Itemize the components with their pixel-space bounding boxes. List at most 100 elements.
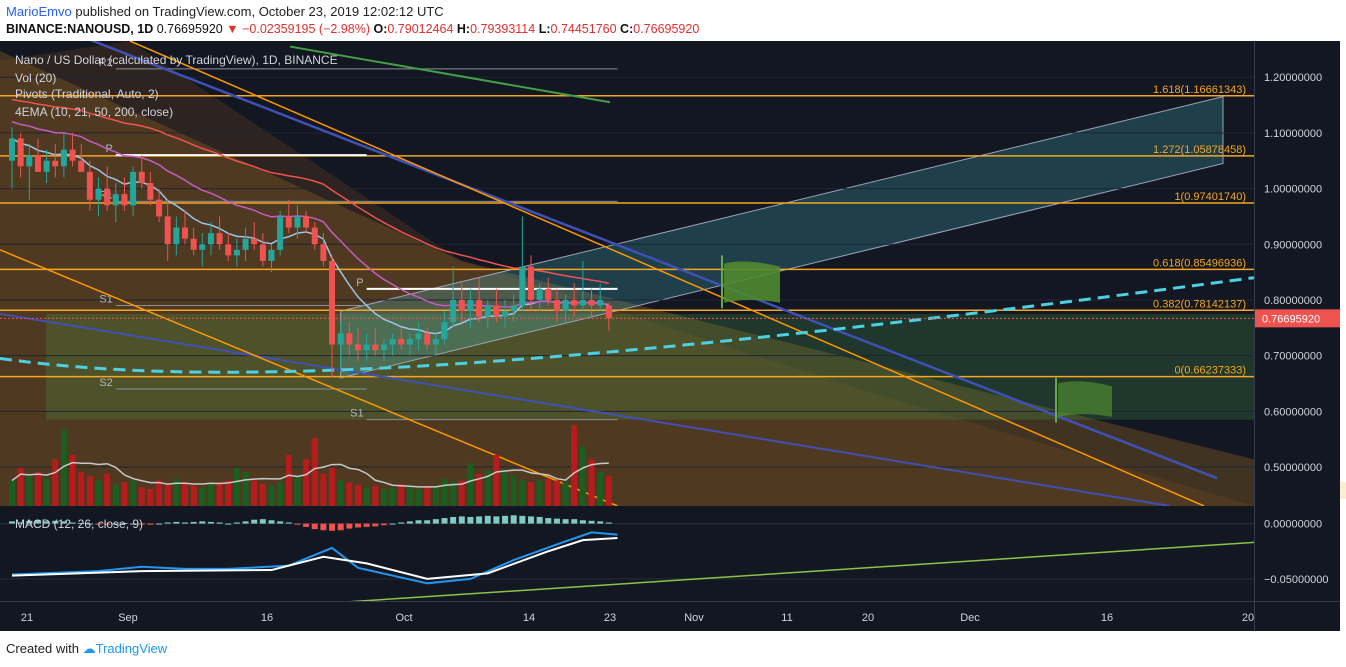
- price-change: ▼ −0.02359195 (−2.98%): [226, 22, 370, 36]
- candle: [355, 344, 361, 351]
- time-tick-label: 16: [261, 612, 273, 624]
- high-value: 0.79393114: [470, 22, 536, 36]
- macd-histogram-bar: [294, 523, 301, 525]
- publish-header: MarioEmvo published on TradingView.com, …: [6, 4, 444, 19]
- macd-histogram-bar: [173, 521, 180, 524]
- macd-histogram-bar: [579, 520, 586, 524]
- legend-macd[interactable]: MACD (12, 26, close, 9): [15, 517, 143, 531]
- macd-histogram-bar: [493, 516, 500, 524]
- volume-bar: [553, 480, 560, 506]
- macd-histogram-bar: [553, 518, 560, 524]
- candle: [605, 305, 612, 319]
- bull-flag-icon: [1058, 381, 1112, 417]
- macd-tick-label: −0.05000000: [1264, 574, 1329, 586]
- publish-info: published on TradingView.com, October 23…: [75, 4, 444, 19]
- volume-bar: [363, 487, 370, 506]
- volume-bar: [588, 459, 595, 506]
- macd-histogram-bar: [528, 516, 534, 524]
- candle: [52, 160, 59, 167]
- volume-bar: [398, 483, 405, 506]
- volume-bar: [130, 480, 137, 506]
- pivot-label: R2: [99, 57, 113, 69]
- volume-bar: [320, 473, 327, 506]
- channel-line-lower: [0, 249, 618, 506]
- time-tick-label: 23: [604, 612, 616, 624]
- candle: [233, 249, 240, 256]
- macd-histogram-bar: [104, 523, 111, 525]
- volume-bar: [355, 484, 361, 506]
- open-value: 0.79012464: [387, 22, 454, 36]
- legend-volume[interactable]: Vol (20): [15, 71, 56, 85]
- macd-histogram-bar: [9, 521, 15, 524]
- candle: [579, 299, 586, 306]
- macd-histogram-bar: [389, 523, 396, 525]
- close-value: 0.76695920: [633, 22, 700, 36]
- macd-histogram-bar: [571, 519, 578, 524]
- macd-histogram-bar: [562, 519, 569, 524]
- candle: [277, 216, 284, 250]
- candle: [199, 244, 206, 250]
- time-tick-label: Oct: [395, 612, 412, 624]
- fib-level-label: 0(0.66237333): [1174, 365, 1246, 377]
- volume-bar: [519, 480, 526, 506]
- tradingview-brand[interactable]: TradingView: [95, 641, 168, 656]
- volume-bar: [579, 446, 586, 506]
- macd-histogram-bar: [60, 521, 67, 524]
- low-label: L:: [538, 22, 551, 36]
- volume-bar: [311, 438, 318, 506]
- author-link[interactable]: MarioEmvo: [6, 4, 72, 19]
- volume-bar: [597, 472, 604, 506]
- symbol-label: BINANCE:NANOUSD, 1D: [6, 22, 154, 36]
- legend-ema[interactable]: 4EMA (10, 21, 50, 200, close): [15, 105, 173, 119]
- volume-bar: [294, 476, 301, 506]
- macd-histogram-bar: [164, 522, 171, 524]
- candle: [130, 171, 137, 206]
- candle: [69, 149, 76, 161]
- macd-histogram-bar: [242, 521, 249, 524]
- macd-histogram-bar: [432, 519, 439, 524]
- macd-histogram-bar: [78, 523, 85, 525]
- candle: [285, 216, 292, 228]
- volume-bar: [303, 459, 310, 506]
- macd-histogram-bar: [597, 521, 604, 524]
- volume-bar: [450, 482, 457, 506]
- price-chart[interactable]: 1.618(1.16661343) 1.272(1.05878458) 1(0.97…: [0, 41, 1346, 633]
- macd-histogram-bar: [303, 523, 310, 527]
- price-tick-label: 0.80000000: [1264, 295, 1322, 307]
- candle: [112, 194, 119, 206]
- volume-bar: [242, 472, 249, 506]
- time-tick-label: 11: [781, 612, 792, 624]
- candle: [182, 227, 188, 239]
- macd-histogram-bar: [502, 515, 509, 524]
- candle: [86, 171, 93, 200]
- macd-histogram-bar: [130, 523, 137, 525]
- candle: [34, 155, 41, 172]
- volume-bar: [52, 459, 59, 506]
- macd-histogram-bar: [233, 522, 240, 524]
- volume-bar: [233, 467, 240, 506]
- pivot-label: S1: [99, 294, 112, 306]
- macd-histogram-bar: [398, 522, 405, 524]
- volume-bar: [389, 487, 396, 506]
- price-tick-label: 1.10000000: [1264, 128, 1322, 140]
- ema-line-50: [11, 98, 610, 285]
- macd-trendline: [349, 541, 1254, 601]
- channel-fill-lower: [0, 41, 1254, 506]
- ema-line-200: [289, 45, 611, 104]
- volume-bar: [69, 455, 76, 506]
- macd-histogram-bar: [329, 523, 336, 531]
- macd-signal-line: [11, 536, 618, 580]
- legend-pivots[interactable]: Pivots (Traditional, Auto, 2): [15, 87, 159, 101]
- macd-histogram-bar: [476, 516, 483, 524]
- volume-bar: [43, 478, 50, 506]
- macd-histogram-bar: [156, 523, 163, 525]
- volume-bar: [502, 472, 509, 506]
- volume-bar: [476, 473, 483, 506]
- macd-histogram-bar: [424, 520, 431, 524]
- high-label: H:: [456, 22, 471, 36]
- macd-histogram-bar: [458, 516, 465, 524]
- volume-bar: [156, 480, 163, 506]
- candle: [553, 299, 560, 312]
- volume-bar: [424, 487, 431, 506]
- candle: [502, 311, 509, 317]
